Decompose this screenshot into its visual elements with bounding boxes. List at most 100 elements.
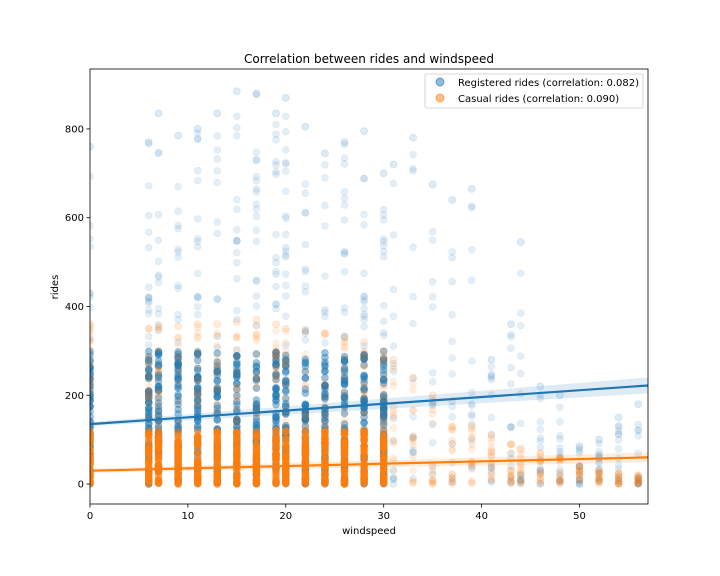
data-point: [233, 450, 241, 459]
data-point: [144, 456, 153, 464]
data-point: [360, 455, 368, 464]
data-point: [144, 309, 153, 318]
data-point: [301, 451, 310, 459]
data-point: [634, 474, 643, 482]
data-point: [154, 450, 163, 458]
data-point: [340, 216, 349, 224]
data-point: [321, 456, 329, 464]
data-point: [360, 418, 368, 427]
data-point: [90, 328, 94, 337]
data-point: [193, 433, 202, 442]
data-point: [379, 370, 388, 378]
data-point: [281, 421, 290, 430]
data-point: [144, 371, 153, 380]
data-point: [213, 445, 222, 454]
data-point: [144, 444, 153, 453]
data-point: [174, 474, 182, 483]
data-point: [595, 435, 603, 444]
data-point: [144, 427, 153, 436]
data-point: [595, 477, 603, 485]
data-point: [340, 455, 349, 464]
data-point: [507, 330, 515, 339]
data-point: [321, 478, 329, 486]
data-point: [90, 477, 94, 485]
data-point: [233, 442, 241, 451]
data-point: [301, 189, 310, 197]
data-point: [193, 433, 202, 441]
data-point: [467, 440, 476, 449]
data-point: [272, 430, 280, 438]
data-point: [272, 304, 280, 313]
data-point: [213, 349, 222, 357]
data-point: [272, 109, 280, 118]
data-point: [154, 438, 163, 447]
data-point: [595, 477, 603, 485]
data-point: [233, 479, 241, 487]
data-point: [272, 170, 280, 179]
data-point: [154, 479, 163, 487]
data-point: [144, 395, 153, 403]
data-point: [507, 466, 515, 475]
data-point: [321, 455, 329, 464]
data-point: [144, 473, 153, 482]
data-point: [90, 376, 94, 384]
data-point: [233, 417, 241, 426]
data-point: [252, 368, 261, 376]
data-point: [536, 394, 545, 403]
data-point: [321, 427, 329, 436]
data-point: [154, 357, 163, 365]
data-point: [154, 326, 163, 335]
data-point: [174, 450, 182, 459]
data-point: [379, 419, 388, 428]
data-point: [213, 479, 222, 487]
data-point: [516, 466, 525, 474]
data-point: [213, 442, 222, 451]
data-point: [321, 422, 329, 431]
data-point: [301, 415, 310, 424]
data-point: [233, 372, 241, 381]
data-point: [379, 354, 388, 362]
data-point: [233, 429, 241, 438]
data-point: [193, 479, 202, 488]
data-point: [389, 231, 398, 239]
data-point: [281, 457, 290, 465]
data-point: [379, 454, 388, 463]
data-point: [144, 332, 153, 341]
data-point: [213, 146, 222, 154]
data-point: [252, 414, 261, 423]
data-point: [340, 373, 349, 382]
data-point: [321, 431, 329, 439]
data-point: [340, 138, 349, 147]
data-point: [144, 373, 153, 381]
data-point: [575, 463, 584, 471]
data-point: [360, 474, 368, 482]
data-point: [144, 454, 153, 463]
data-point: [301, 479, 310, 487]
data-point: [595, 480, 603, 488]
data-point: [144, 371, 153, 380]
data-point: [360, 429, 368, 438]
data-point: [340, 437, 349, 446]
data-point: [379, 444, 388, 453]
data-point: [233, 471, 241, 479]
data-point: [252, 404, 261, 412]
data-point: [272, 454, 280, 462]
data-point: [301, 209, 310, 217]
data-point: [360, 386, 368, 394]
data-point: [301, 385, 310, 393]
data-point: [340, 443, 349, 451]
data-point: [272, 450, 280, 458]
data-point: [409, 405, 417, 414]
data-point: [301, 475, 310, 484]
data-point: [154, 437, 163, 445]
data-point: [340, 415, 349, 424]
data-point: [340, 443, 349, 452]
data-point: [301, 445, 310, 454]
data-point: [144, 299, 153, 307]
data-point: [340, 368, 349, 376]
data-point: [252, 432, 261, 441]
data-point: [634, 472, 643, 481]
data-point: [213, 429, 222, 438]
data-point: [575, 474, 584, 482]
data-point: [90, 437, 94, 446]
